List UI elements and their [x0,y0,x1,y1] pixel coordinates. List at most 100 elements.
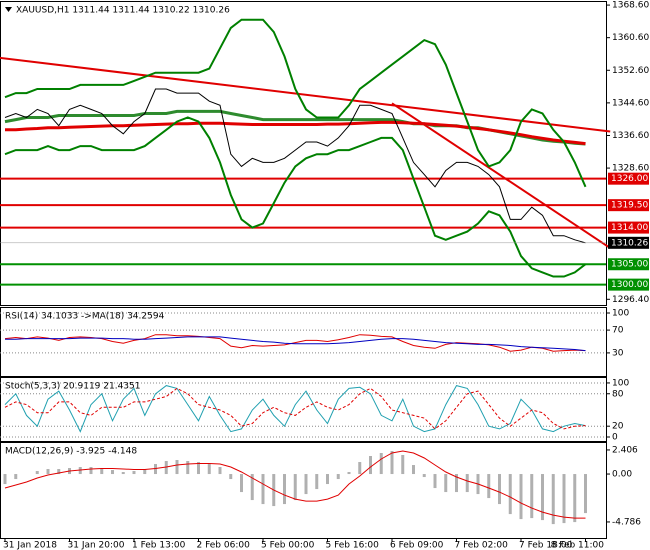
histogram-bar [57,469,61,475]
x-tick-label: 31 Jan 2018 [3,541,57,550]
histogram-bar [412,465,415,475]
histogram-bar [207,464,211,475]
histogram-bar [46,469,50,475]
histogram-bar [175,460,179,475]
level-label: 1319.50 [611,201,648,211]
y-tick-label: 1360.60 [612,33,649,43]
y-tick-label: 30 [612,348,624,358]
x-tick-label: 8 Feb 11:00 [551,541,605,550]
histogram-bar [358,462,362,475]
histogram-bar [551,474,555,525]
histogram-bar [498,474,501,505]
histogram-bar [369,456,372,475]
histogram-bar [433,474,437,489]
histogram-bar [35,471,39,475]
x-tick-label: 7 Feb 02:00 [455,541,509,550]
x-tick-label: 5 Feb 16:00 [326,541,380,550]
histogram-bar [89,467,93,475]
level-label: 1314.00 [611,223,648,233]
histogram-bar [261,474,265,505]
histogram-bar [573,474,577,523]
histogram-bar [326,474,329,485]
level-tag [608,199,649,212]
series-line [4,450,586,519]
histogram-bar [229,474,233,480]
level-label: 1300.00 [611,280,648,290]
y-tick-label: 1336.60 [612,131,649,141]
y-tick-label: 0.00 [612,470,632,480]
series-line [5,336,586,352]
y-tick-label: 1352.60 [612,66,649,76]
histogram-bar [218,467,222,475]
histogram-bar [121,472,125,475]
histogram-bar [347,472,351,475]
series-line [4,385,586,433]
panel-title: Stoch(5,3,3) 20.9119 21.4351 [5,382,140,392]
y-tick-label: 1368.60 [612,1,649,11]
x-tick-label: 2 Feb 06:00 [197,541,251,550]
histogram-bar [444,474,448,493]
histogram-bar [422,474,426,478]
histogram-bar [304,474,308,495]
y-tick-label: 70 [612,326,624,336]
histogram-bar [315,474,319,490]
histogram-bar [508,474,512,515]
panel-frame [0,307,607,377]
y-tick-label: 1296.40 [612,295,649,305]
trend-line [0,56,611,133]
histogram-bar [14,474,18,480]
series-line [4,18,587,188]
histogram-bar [336,474,340,480]
histogram-bar [530,474,534,519]
series-line [4,88,586,244]
histogram-bar [78,467,82,475]
y-tick-label: 80 [612,389,624,399]
level-label: 1326.00 [611,174,648,184]
level-tag [608,221,649,234]
histogram-bar [584,474,587,514]
y-tick-label: -4.786 [612,517,641,527]
histogram-bar [293,474,297,501]
x-tick-label: 31 Jan 20:00 [68,541,125,550]
series-line [4,387,586,430]
x-tick-label: 6 Feb 09:00 [390,541,444,550]
histogram-bar [562,474,566,524]
histogram-bar [164,461,168,475]
panel-title: XAUUSD,H1 1311.44 1311.44 1310.22 1310.2… [16,6,230,16]
histogram-bar [186,461,190,475]
y-tick-label: 100 [612,308,629,318]
histogram-bar [250,474,254,501]
trend-line [391,102,611,249]
histogram-bar [455,474,458,493]
histogram-bar [519,474,523,520]
histogram-bar [465,474,469,493]
histogram-bar [487,474,491,499]
panel-frame [0,377,607,442]
y-tick-label: 1344.60 [612,98,649,108]
histogram-bar [401,455,405,475]
x-tick-label: 1 Feb 13:00 [132,541,186,550]
histogram-bar [111,470,114,475]
last-price-label: 1310.26 [611,238,648,248]
histogram-bar [390,451,394,475]
y-tick-label: 2.406 [612,445,638,455]
menu-icon[interactable] [5,7,12,12]
level-tag [608,172,649,185]
histogram-bar [197,462,200,475]
level-label: 1305.00 [611,260,648,270]
y-tick-label: 20 [612,422,624,432]
y-tick-label: 1328.60 [612,164,649,174]
y-tick-label: 0 [612,433,618,443]
histogram-bar [283,474,286,505]
panel-title: RSI(14) 34.1033 ->MA(18) 34.2594 [5,312,165,322]
panel-title: MACD(12,26,9) -3.925 -4.148 [5,447,137,457]
last-price-tag [608,236,649,249]
histogram-bar [154,464,157,475]
y-tick-label: 100 [612,378,629,388]
histogram-bar [240,474,243,493]
panel-frame [0,442,607,539]
series-line [5,120,586,146]
level-tag [608,278,649,291]
series-line [4,116,587,278]
